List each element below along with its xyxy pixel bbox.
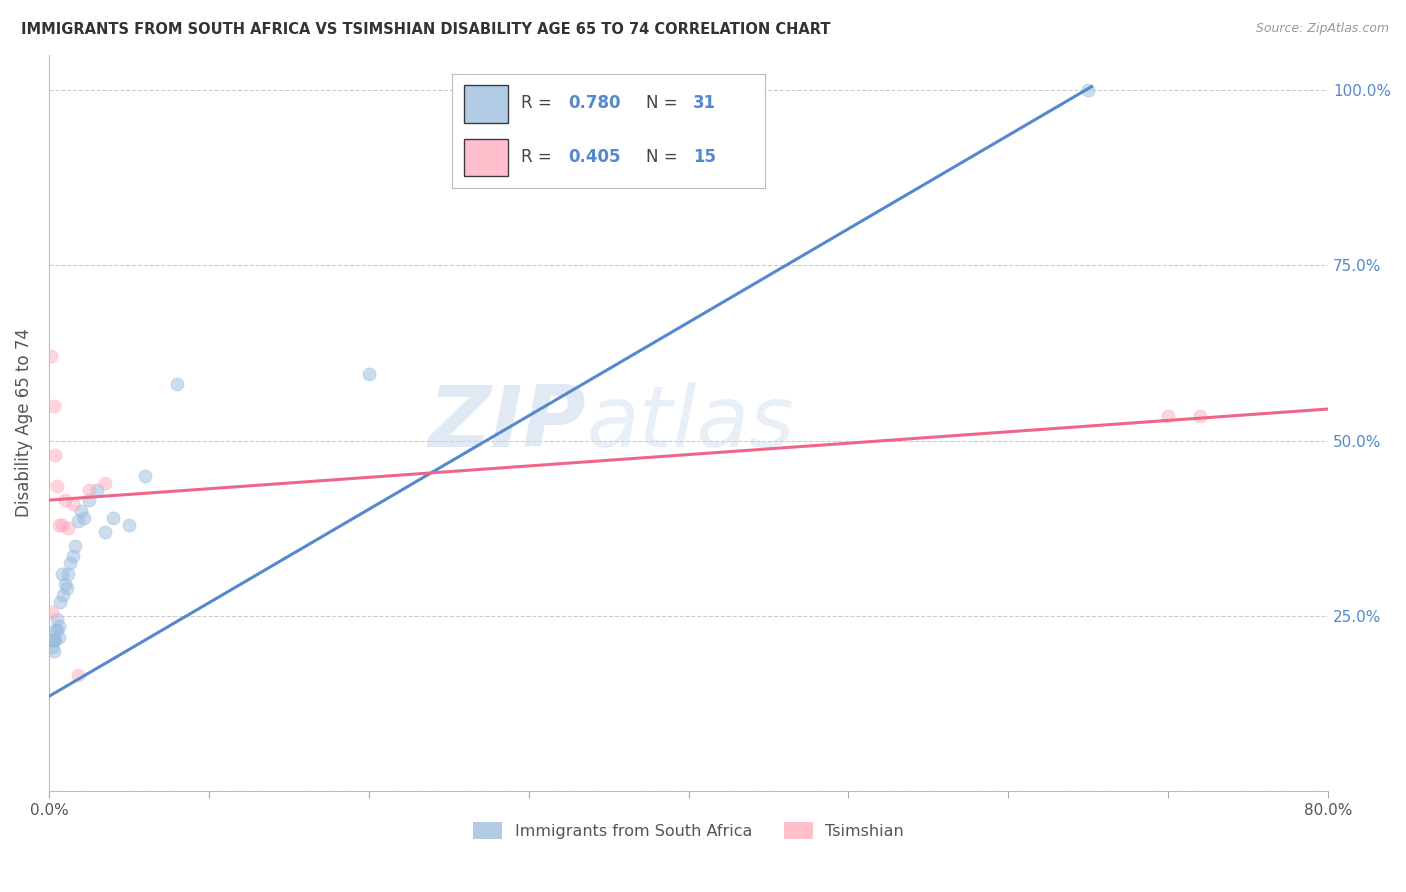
Point bbox=[46, 479, 69, 493]
Point bbox=[62, 497, 84, 511]
Point bbox=[77, 493, 100, 508]
Legend: Immigrants from South Africa, Tsimshian: Immigrants from South Africa, Tsimshian bbox=[467, 815, 911, 846]
Point bbox=[357, 367, 380, 381]
Point bbox=[86, 483, 108, 497]
Point bbox=[134, 468, 156, 483]
Point bbox=[42, 633, 65, 648]
Point bbox=[66, 668, 89, 682]
Point bbox=[1157, 409, 1180, 423]
Text: atlas: atlas bbox=[586, 382, 794, 465]
Point bbox=[94, 475, 117, 490]
Point bbox=[73, 510, 96, 524]
Point bbox=[48, 630, 70, 644]
Point bbox=[41, 605, 63, 619]
Point bbox=[51, 517, 73, 532]
Point bbox=[63, 539, 86, 553]
Point bbox=[94, 524, 117, 539]
Point bbox=[41, 640, 63, 655]
Point bbox=[53, 493, 76, 508]
Point bbox=[56, 521, 79, 535]
Text: Source: ZipAtlas.com: Source: ZipAtlas.com bbox=[1256, 22, 1389, 36]
Point bbox=[41, 633, 63, 648]
Point bbox=[56, 566, 79, 581]
Point bbox=[46, 623, 69, 637]
Point bbox=[49, 595, 72, 609]
Text: ZIP: ZIP bbox=[429, 382, 586, 465]
Point bbox=[53, 577, 76, 591]
Point bbox=[48, 517, 70, 532]
Point bbox=[166, 377, 188, 392]
Point bbox=[66, 514, 89, 528]
Point bbox=[44, 623, 66, 637]
Point bbox=[62, 549, 84, 564]
Y-axis label: Disability Age 65 to 74: Disability Age 65 to 74 bbox=[15, 328, 32, 517]
Point bbox=[1077, 83, 1099, 97]
Text: IMMIGRANTS FROM SOUTH AFRICA VS TSIMSHIAN DISABILITY AGE 65 TO 74 CORRELATION CH: IMMIGRANTS FROM SOUTH AFRICA VS TSIMSHIA… bbox=[21, 22, 831, 37]
Point bbox=[44, 448, 66, 462]
Point bbox=[55, 581, 77, 595]
Point bbox=[42, 644, 65, 658]
Point bbox=[48, 619, 70, 633]
Point bbox=[118, 517, 141, 532]
Point bbox=[70, 503, 93, 517]
Point bbox=[44, 633, 66, 648]
Point bbox=[59, 556, 82, 570]
Point bbox=[51, 566, 73, 581]
Point bbox=[101, 510, 124, 524]
Point bbox=[77, 483, 100, 497]
Point bbox=[52, 588, 75, 602]
Point bbox=[39, 350, 62, 364]
Point bbox=[46, 612, 69, 626]
Point bbox=[1189, 409, 1212, 423]
Point bbox=[42, 399, 65, 413]
